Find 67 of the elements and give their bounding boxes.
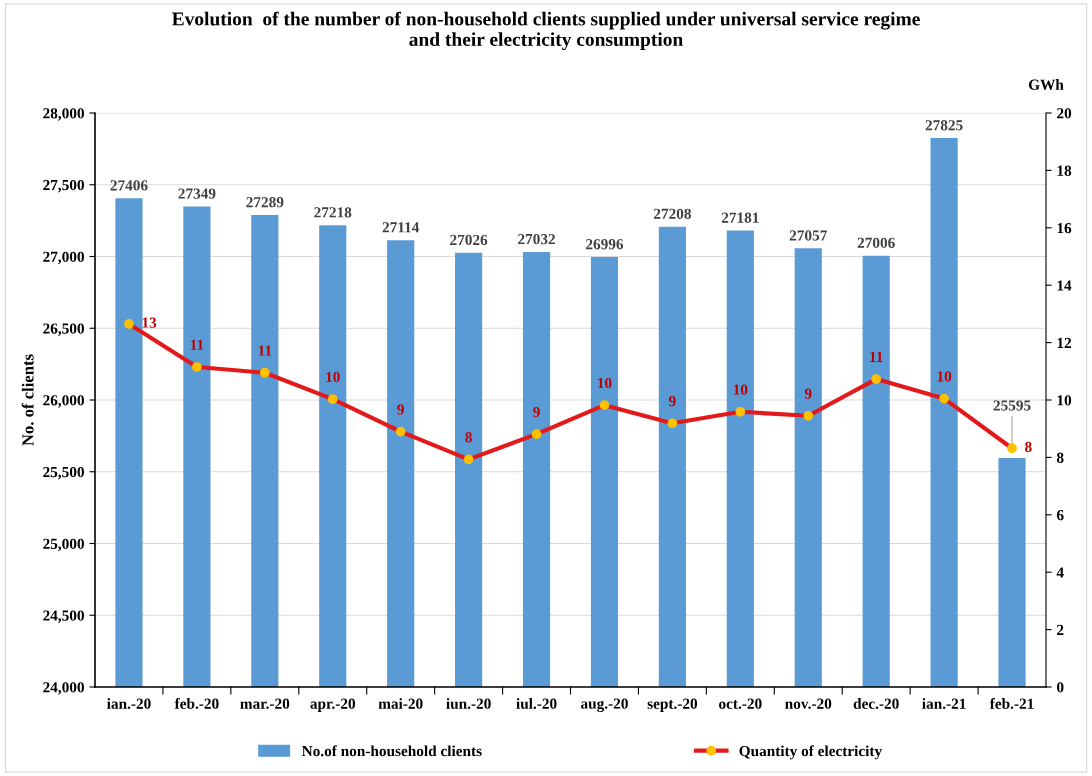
x-tick-label: mar.-20 [240,698,290,709]
y2-tick-label: 8 [1056,452,1064,463]
data-label: 10 [326,371,340,383]
y-tick-label: 27,000 [43,251,84,265]
y2-tick-label: 16 [1057,222,1072,234]
data-label: 27349 [178,188,216,199]
y2-tick-label: 18 [1057,165,1072,176]
x-tick-label: mai-20 [378,698,423,709]
y-tick-label: 24,000 [43,682,84,695]
y-tick-label: 26,000 [43,395,84,408]
y2-tick-label: 4 [1056,567,1064,578]
x-tick-label: nov.-20 [785,698,832,709]
data-label: 25595 [993,400,1031,411]
data-label: 10 [937,371,952,382]
x-tick-label: iun.-20 [446,698,491,709]
x-tick-label: ian.-20 [107,698,151,709]
data-label: 11 [870,351,883,362]
data-label: 13 [142,317,157,328]
data-label: 11 [190,339,204,350]
data-label: 11 [258,345,272,356]
data-label: 27057 [789,230,827,241]
x-tick-label: aug.-20 [580,698,628,712]
chart-title: Evolution of the number of non-household clients supplied under universal service regime and their electricity consumption [171,11,920,51]
y-tick-label: 28,000 [43,108,84,121]
data-label: 27208 [653,208,691,219]
data-label: 9 [668,395,676,407]
data-label: 27218 [314,207,352,218]
data-label: 27289 [246,197,284,208]
data-label: 10 [733,384,748,395]
data-label: 27114 [382,222,420,233]
data-label: 8 [1025,441,1032,453]
data-label: 8 [465,432,472,443]
legend-label: No.of non-household clients [301,745,482,757]
y-tick-label: 24,500 [43,610,84,623]
x-tick-label: apr.-20 [310,698,356,712]
x-tick-label: iul.-20 [516,698,557,709]
data-label: 27181 [721,212,759,223]
x-tick-label: sept.-20 [647,698,698,712]
legend-label: Quantity of electricity [739,745,882,760]
y2-tick-label: 2 [1057,624,1064,635]
y2-tick-label: 12 [1057,337,1072,348]
data-label: 27026 [450,234,488,246]
data-label: 9 [533,406,540,418]
y2-axis-title: GWh [1028,79,1064,90]
y2-tick-label: 6 [1056,509,1064,521]
y-tick-label: 26,500 [43,323,84,336]
y2-tick-label: 10 [1057,395,1072,406]
y2-tick-label: 14 [1057,280,1072,291]
x-tick-label: dec.-20 [853,698,899,709]
data-label: 27032 [518,233,555,245]
data-label: 27406 [110,180,148,191]
data-label: 9 [804,388,812,399]
y2-tick-label: 20 [1057,108,1072,119]
data-label: 27825 [925,120,963,131]
y2-tick-label: 0 [1057,682,1064,693]
y-axis-title: No. of clients [21,354,34,446]
data-label: 10 [598,377,612,389]
x-tick-label: feb.-21 [989,697,1034,709]
y-tick-label: 27,500 [43,179,84,193]
data-label: 9 [397,404,404,415]
x-tick-label: oct.-20 [719,698,762,709]
y-tick-label: 25,500 [43,466,84,480]
x-tick-label: feb.-20 [174,697,219,709]
data-label: 26996 [586,239,624,250]
y-tick-label: 25,000 [43,538,84,552]
data-label: 27006 [857,237,895,248]
x-tick-label: ian.-21 [922,698,966,709]
